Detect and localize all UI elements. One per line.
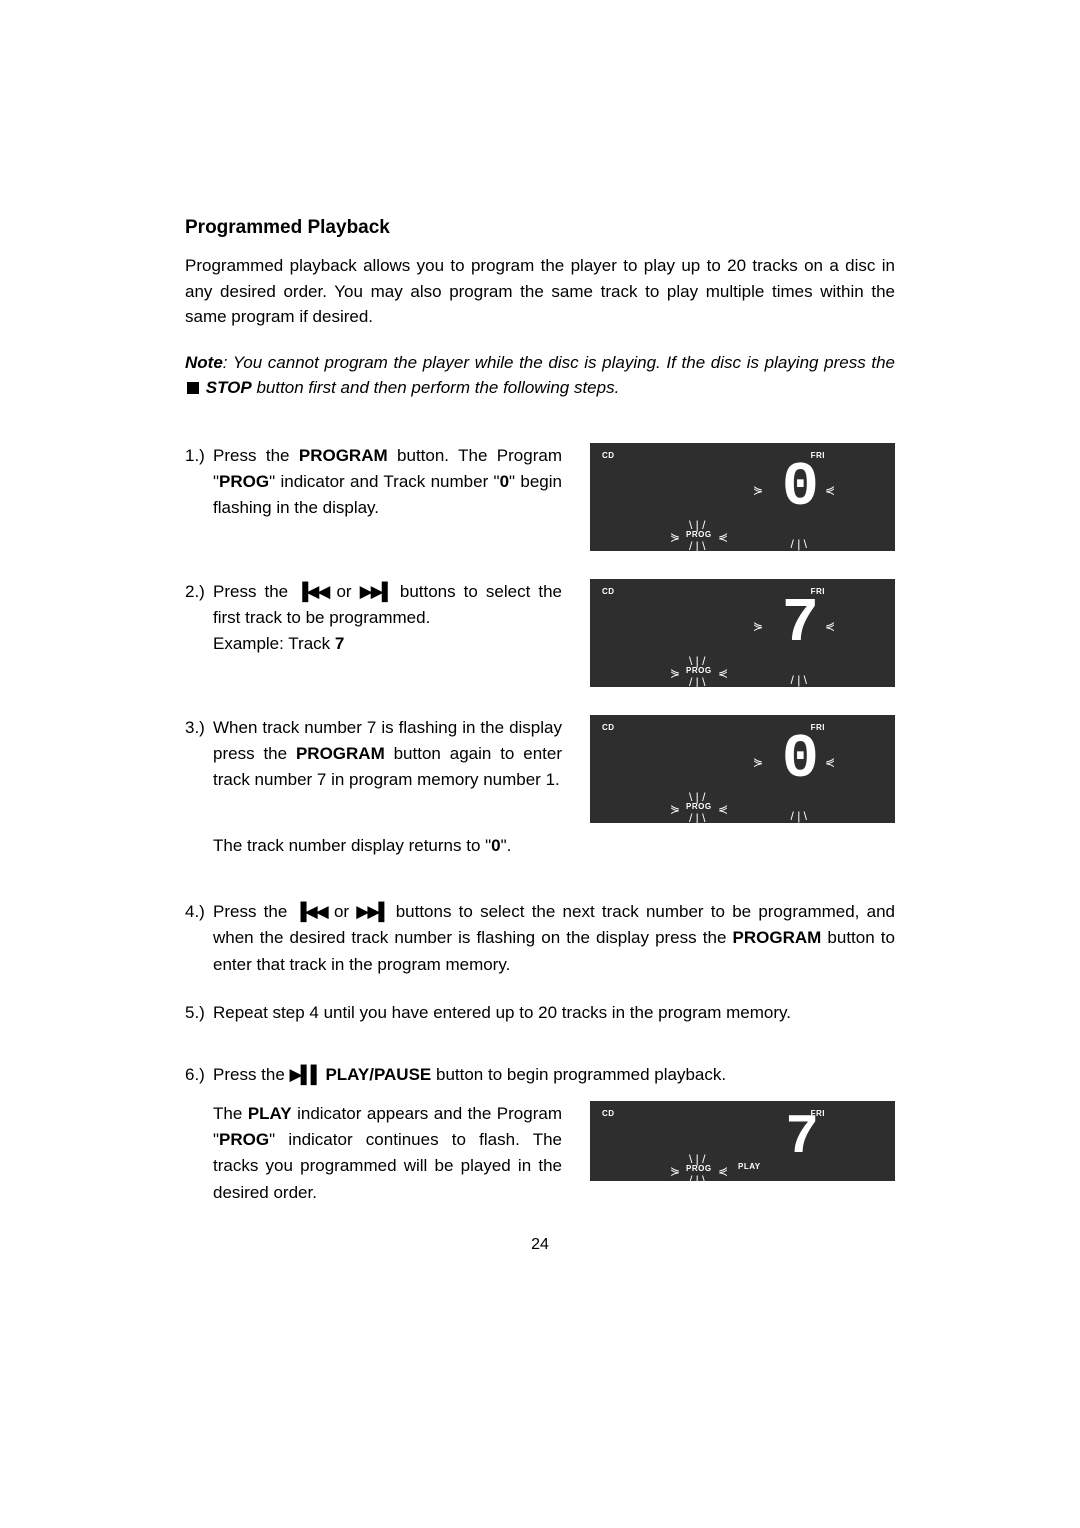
flash-ray: ⋟ [670, 806, 680, 812]
play-indicator: PLAY [738, 1162, 761, 1171]
step-6: 6.) Press the ▶▌▌ PLAY/PAUSE button to b… [185, 1062, 895, 1088]
track-digit: 7 [782, 593, 815, 655]
flash-ray: / | \ [689, 1177, 705, 1183]
step-number: 1.) [185, 443, 213, 469]
note-paragraph: Note: You cannot program the player whil… [185, 350, 895, 401]
flash-ray: ⋞ [718, 670, 728, 676]
lcd-display-2: CD FRI 7 PROG \ | / / | \ ⋟ ⋞ ⋟ ⋞ / | \ [590, 579, 895, 687]
note-text-1: : You cannot program the player while th… [223, 353, 895, 372]
play-pause-icon: ▶▌▌ [290, 1062, 321, 1088]
step-4: 4.) Press the ▐◀◀ or ▶▶▌ buttons to sele… [185, 899, 895, 978]
flash-ray: \ | / [689, 1156, 705, 1162]
step-2-text: 2.) Press the ▐◀◀ or ▶▶▌ buttons to sele… [185, 579, 562, 658]
step-3: 3.) When track number 7 is flashing in t… [185, 715, 895, 823]
step-1: 1.) Press the PROGRAM button. The Progra… [185, 443, 895, 551]
stop-label: STOP [206, 378, 252, 397]
flash-ray: ⋞ [825, 623, 835, 629]
step-body: Press the PROGRAM button. The Program "P… [213, 443, 562, 522]
page-number: 24 [185, 1236, 895, 1254]
step-3-cont: The track number display returns to "0". [213, 833, 895, 859]
stop-icon [187, 382, 199, 394]
manual-page: Programmed Playback Programmed playback … [185, 217, 895, 1254]
skip-next-icon: ▶▶▌ [356, 899, 388, 925]
flash-ray: / | \ [791, 677, 807, 683]
track-digit: 7 [785, 1109, 815, 1165]
flash-ray: / | \ [689, 679, 705, 685]
skip-prev-icon: ▐◀◀ [295, 899, 327, 925]
flash-ray: ⋟ [753, 759, 763, 765]
step-6-detail: The PLAY indicator appears and the Progr… [213, 1101, 895, 1206]
step-body: Press the ▶▌▌ PLAY/PAUSE button to begin… [213, 1062, 895, 1088]
lcd-display-3: CD FRI 0 PROG \ | / / | \ ⋟ ⋞ ⋟ ⋞ / | \ [590, 715, 895, 823]
step-number: 5.) [185, 1000, 213, 1026]
step-number: 2.) [185, 579, 213, 605]
step-6-detail-text: The PLAY indicator appears and the Progr… [213, 1101, 562, 1206]
intro-paragraph: Programmed playback allows you to progra… [185, 253, 895, 330]
flash-ray: / | \ [689, 815, 705, 821]
flash-ray: \ | / [689, 658, 705, 664]
flash-ray: ⋟ [670, 1168, 680, 1174]
skip-prev-icon: ▐◀◀ [296, 579, 328, 605]
track-digit: 0 [782, 457, 815, 519]
cd-indicator: CD [602, 451, 615, 460]
step-body: Repeat step 4 until you have entered up … [213, 1000, 895, 1026]
lcd-display-1: CD FRI 0 PROG \ | / / | \ ⋟ ⋞ ⋟ ⋞ / | \ [590, 443, 895, 551]
step-body: Press the ▐◀◀ or ▶▶▌ buttons to select t… [213, 579, 562, 658]
skip-next-icon: ▶▶▌ [360, 579, 392, 605]
step-body: When track number 7 is flashing in the d… [213, 715, 562, 794]
track-digit: 0 [782, 729, 815, 791]
flash-ray: \ | / [689, 522, 705, 528]
step-2: 2.) Press the ▐◀◀ or ▶▶▌ buttons to sele… [185, 579, 895, 687]
step-3-text: 3.) When track number 7 is flashing in t… [185, 715, 562, 794]
cd-indicator: CD [602, 723, 615, 732]
step-5: 5.) Repeat step 4 until you have entered… [185, 1000, 895, 1026]
flash-ray: ⋞ [718, 1168, 728, 1174]
section-title: Programmed Playback [185, 217, 895, 239]
note-text-2: button first and then perform the follow… [252, 378, 620, 397]
lcd-display-4: CD FRI 7 PROG PLAY \ | / / | \ ⋟ ⋞ [590, 1101, 895, 1181]
step-1-text: 1.) Press the PROGRAM button. The Progra… [185, 443, 562, 522]
flash-ray: ⋟ [670, 670, 680, 676]
cd-indicator: CD [602, 1109, 615, 1118]
step-number: 6.) [185, 1062, 213, 1088]
flash-ray: / | \ [791, 541, 807, 547]
flash-ray: ⋟ [753, 623, 763, 629]
step-body: Press the ▐◀◀ or ▶▶▌ buttons to select t… [213, 899, 895, 978]
note-label: Note [185, 353, 223, 372]
step-number: 4.) [185, 899, 213, 925]
flash-ray: ⋞ [825, 759, 835, 765]
flash-ray: ⋟ [753, 487, 763, 493]
cd-indicator: CD [602, 587, 615, 596]
flash-ray: ⋟ [670, 534, 680, 540]
flash-ray: / | \ [689, 543, 705, 549]
step-number: 3.) [185, 715, 213, 741]
flash-ray: \ | / [689, 794, 705, 800]
flash-ray: ⋞ [718, 534, 728, 540]
flash-ray: ⋞ [718, 806, 728, 812]
flash-ray: ⋞ [825, 487, 835, 493]
flash-ray: / | \ [791, 813, 807, 819]
